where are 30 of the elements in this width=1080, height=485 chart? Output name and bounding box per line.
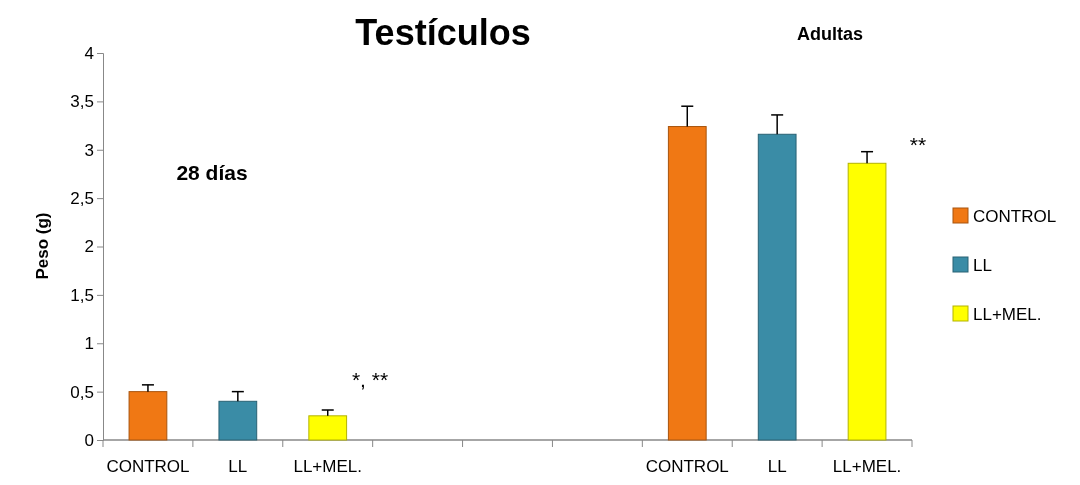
legend-label: LL+MEL. [973, 305, 1042, 324]
x-tick-label: LL [228, 457, 248, 476]
y-tick-label: 1 [84, 334, 94, 354]
y-tick-label: 3 [84, 140, 94, 160]
annotation: ** [909, 133, 927, 156]
annotation: 28 días [176, 161, 248, 184]
legend-label: LL [973, 256, 992, 275]
bar [757, 133, 797, 441]
legend-label: CONTROL [973, 207, 1057, 226]
y-tick-label: 4 [84, 43, 94, 63]
y-tick-label: 3,5 [70, 92, 94, 112]
x-tick-label: CONTROL [106, 457, 190, 476]
bar [308, 415, 348, 441]
y-tick-label: 0,5 [70, 382, 94, 402]
x-tick-label: LL [767, 457, 787, 476]
y-tick-label: 2 [84, 237, 94, 257]
y-axis-title: Peso (g) [33, 212, 52, 280]
annotation: *, ** [351, 368, 389, 391]
y-tick-label: 2,5 [70, 189, 94, 209]
text: Adultas [796, 24, 864, 44]
bar [218, 400, 258, 441]
bar [128, 391, 168, 441]
x-tick-label: LL+MEL. [293, 457, 362, 476]
bar [847, 162, 887, 441]
y-tick-label: 0 [84, 430, 94, 450]
x-tick-label: LL+MEL. [832, 457, 902, 476]
x-tick-label: CONTROL [645, 457, 729, 476]
bar [667, 126, 707, 441]
chart-title: Testículos [355, 12, 531, 53]
y-tick-label: 1,5 [70, 285, 94, 305]
